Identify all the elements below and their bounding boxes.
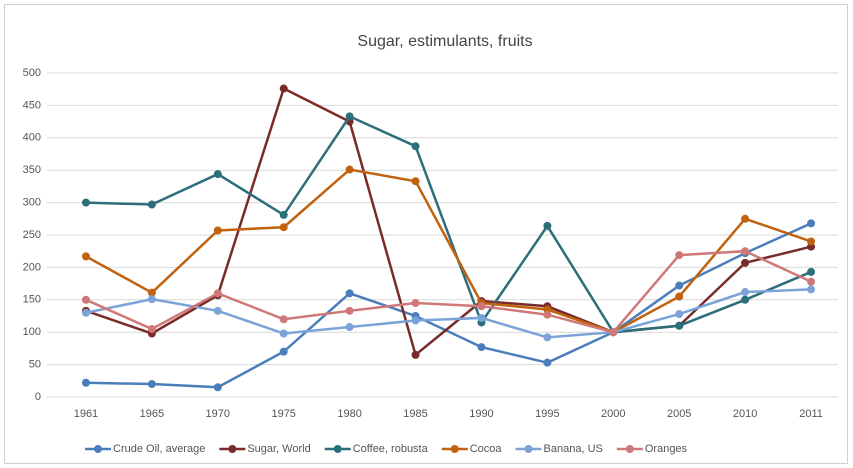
data-point xyxy=(477,313,486,322)
legend-marker xyxy=(625,445,634,453)
data-point xyxy=(411,177,420,186)
x-tick-label: 1965 xyxy=(140,408,164,420)
data-point xyxy=(675,251,684,260)
data-point xyxy=(279,223,288,232)
series-line xyxy=(85,288,812,339)
data-point xyxy=(675,310,684,319)
data-point xyxy=(213,306,222,315)
x-tick-label: 1975 xyxy=(271,408,295,420)
data-point xyxy=(345,165,354,174)
series-line xyxy=(85,86,812,358)
x-tick-label: 1980 xyxy=(337,408,361,420)
legend-marker xyxy=(524,445,533,453)
data-point xyxy=(807,285,816,294)
y-tick-label: 200 xyxy=(23,261,41,273)
data-point xyxy=(147,200,156,209)
data-point xyxy=(279,347,288,356)
legend-marker xyxy=(228,445,237,453)
data-point xyxy=(213,289,222,298)
y-tick-label: 450 xyxy=(23,99,41,111)
y-tick-label: 0 xyxy=(35,391,41,403)
data-point xyxy=(411,350,420,359)
legend-label: Sugar, World xyxy=(247,443,310,455)
data-point xyxy=(213,226,222,235)
y-tick-label: 300 xyxy=(23,197,41,209)
data-point xyxy=(345,323,354,332)
series-line xyxy=(85,114,812,334)
x-tick-label: 1985 xyxy=(403,408,427,420)
y-tick-label: 500 xyxy=(23,67,41,79)
x-tick-label: 1961 xyxy=(74,408,98,420)
legend-marker xyxy=(450,445,459,453)
legend-label: Cocoa xyxy=(470,443,503,455)
data-point xyxy=(213,383,222,392)
data-point xyxy=(741,214,750,223)
data-point xyxy=(675,281,684,290)
data-point xyxy=(741,288,750,297)
data-point xyxy=(741,295,750,304)
data-point xyxy=(807,277,816,286)
data-point xyxy=(81,252,90,261)
data-point xyxy=(543,333,552,342)
x-tick-label: 1970 xyxy=(206,408,230,420)
data-point xyxy=(81,308,90,317)
data-point xyxy=(807,237,816,246)
data-point xyxy=(807,219,816,228)
data-point xyxy=(477,302,486,311)
legend-label: Crude Oil, average xyxy=(113,443,205,455)
data-point xyxy=(213,170,222,179)
x-tick-label: 1990 xyxy=(469,408,493,420)
series-line xyxy=(85,168,812,334)
data-point xyxy=(81,198,90,207)
legend-label: Banana, US xyxy=(544,443,603,455)
y-tick-label: 50 xyxy=(29,359,41,371)
data-point xyxy=(741,258,750,267)
data-point xyxy=(345,289,354,298)
legend-marker xyxy=(94,445,102,453)
data-point xyxy=(411,142,420,151)
x-tick-label: 2011 xyxy=(799,408,823,420)
legend-label: Oranges xyxy=(645,443,688,455)
data-point xyxy=(741,247,750,256)
data-point xyxy=(543,221,552,230)
data-point xyxy=(147,380,156,389)
legend-marker xyxy=(333,445,342,453)
y-tick-label: 250 xyxy=(23,229,41,241)
x-tick-label: 2000 xyxy=(601,408,625,420)
y-tick-label: 150 xyxy=(23,294,41,306)
data-point xyxy=(279,315,288,324)
chart-title: Sugar, estimulants, fruits xyxy=(357,33,532,50)
data-point xyxy=(807,267,816,276)
data-point xyxy=(279,329,288,338)
y-tick-label: 400 xyxy=(23,132,41,144)
chart-border xyxy=(4,4,848,464)
data-point xyxy=(609,328,618,337)
data-point xyxy=(345,306,354,315)
data-point xyxy=(675,292,684,301)
data-point xyxy=(477,343,486,352)
data-point xyxy=(147,324,156,333)
data-point xyxy=(279,210,288,219)
x-tick-label: 2005 xyxy=(667,408,691,420)
data-point xyxy=(279,84,288,93)
legend-label: Coffee, robusta xyxy=(353,443,429,455)
y-tick-label: 350 xyxy=(23,164,41,176)
data-point xyxy=(345,112,354,121)
x-tick-label: 2010 xyxy=(733,408,757,420)
data-point xyxy=(147,295,156,304)
data-point xyxy=(147,288,156,297)
data-point xyxy=(543,310,552,319)
series-line xyxy=(85,249,812,334)
data-point xyxy=(411,316,420,325)
y-tick-label: 100 xyxy=(23,326,41,338)
data-point xyxy=(81,378,90,387)
series-line xyxy=(85,222,812,389)
data-point xyxy=(411,299,420,308)
x-tick-label: 1995 xyxy=(535,408,559,420)
data-point xyxy=(543,358,552,367)
data-point xyxy=(675,321,684,330)
data-point xyxy=(81,295,90,304)
